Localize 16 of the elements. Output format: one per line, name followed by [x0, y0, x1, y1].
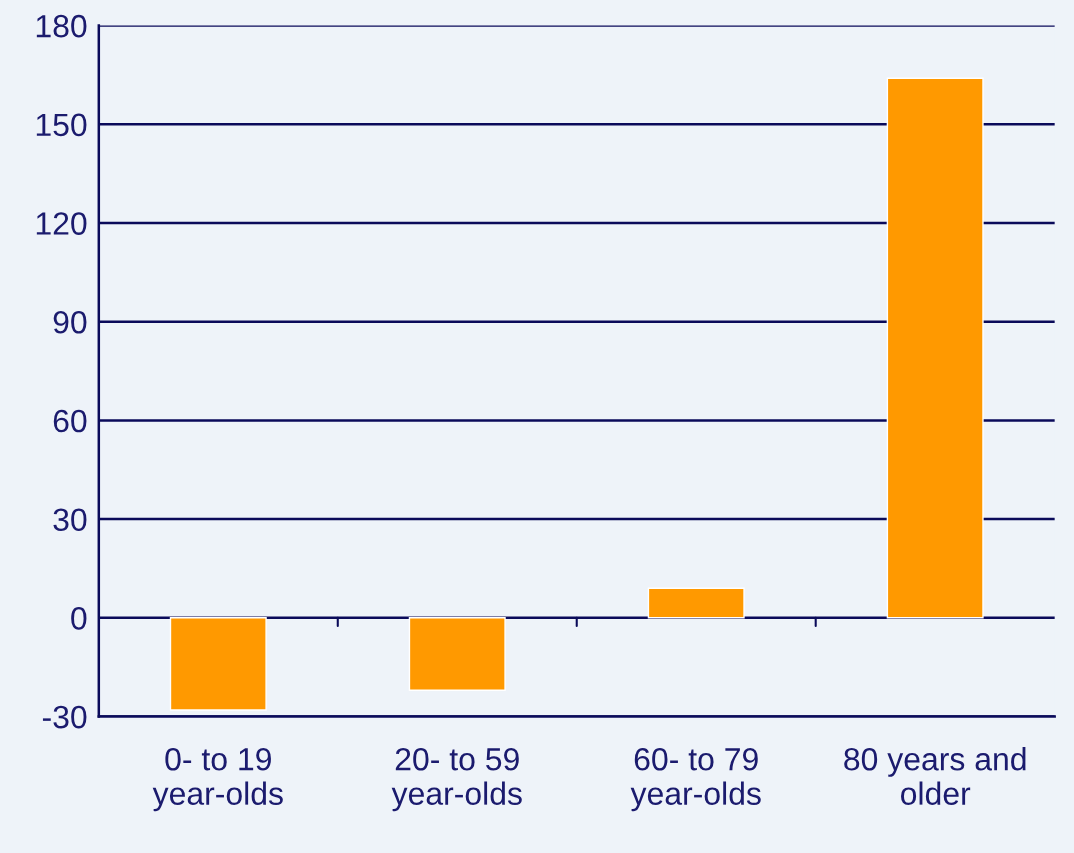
x-tick-label: 0- to 19 year-olds: [152, 747, 283, 812]
bar: [169, 617, 267, 711]
y-tick-label: -30: [42, 705, 87, 729]
x-tick-label: 60- to 79 year-olds: [630, 747, 761, 812]
x-tick-label: 20- to 59 year-olds: [391, 747, 522, 812]
bar: [408, 617, 506, 691]
y-tick-label: 0: [71, 607, 87, 630]
y-tick-label: 90: [53, 310, 87, 334]
y-tick-label: 120: [36, 212, 87, 235]
y-tick-label: 30: [53, 508, 87, 531]
x-tick-label: 80 years and older: [844, 747, 1026, 805]
y-tick-label: 60: [53, 409, 87, 433]
bar: [886, 77, 984, 619]
y-tick-label: 150: [36, 113, 87, 137]
bar: [647, 587, 745, 619]
y-tick-label: 180: [36, 14, 87, 38]
